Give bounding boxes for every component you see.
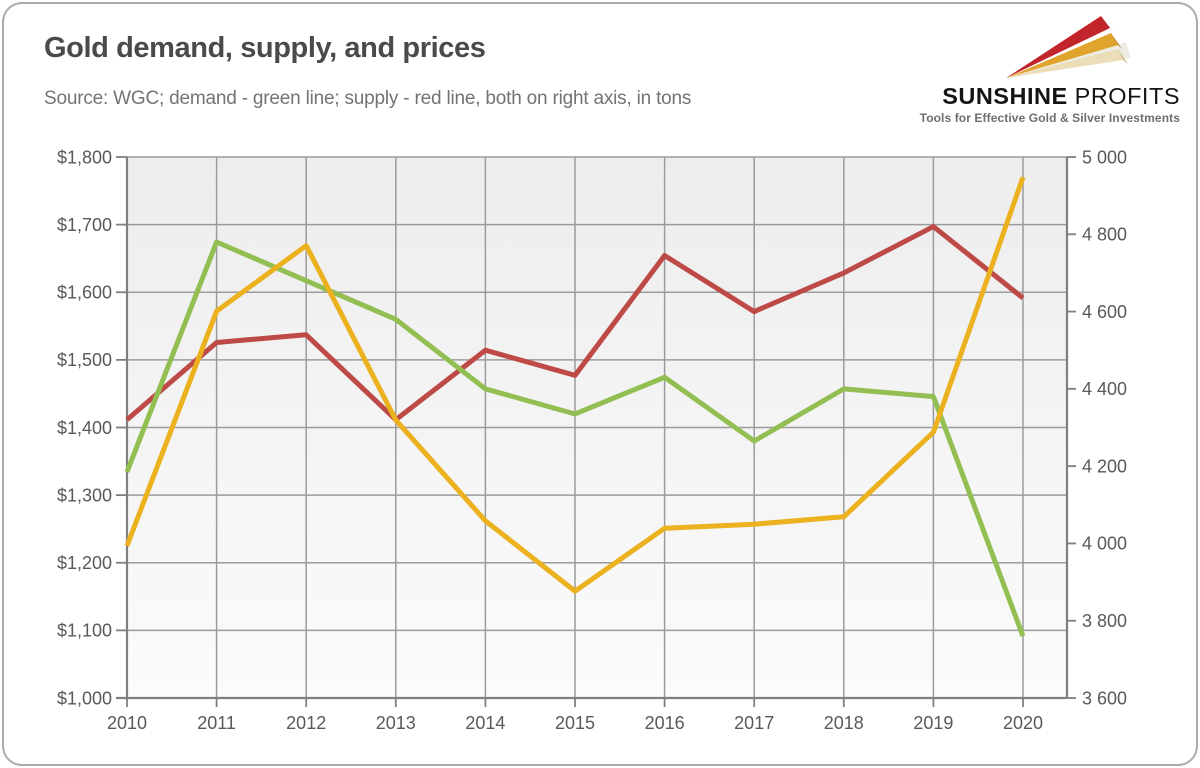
x-axis-label: 2016 [645, 713, 685, 733]
x-axis-label: 2015 [555, 713, 595, 733]
x-axis-label: 2017 [734, 713, 774, 733]
left-axis-label: $1,100 [57, 621, 112, 641]
x-axis-label: 2012 [286, 713, 326, 733]
x-axis-label: 2019 [913, 713, 953, 733]
logo: SUNSHINE PROFITS Tools for Effective Gol… [920, 14, 1180, 125]
x-axis-label: 2010 [107, 713, 147, 733]
left-axis-label: $1,000 [57, 688, 112, 708]
logo-name-profits: PROFITS [1067, 83, 1180, 109]
right-axis-label: 3 800 [1082, 611, 1127, 631]
right-axis-label: 4 400 [1082, 379, 1127, 399]
x-axis-label: 2018 [824, 713, 864, 733]
left-axis-label: $1,500 [57, 350, 112, 370]
right-axis-label: 4 000 [1082, 534, 1127, 554]
left-axis-label: $1,700 [57, 215, 112, 235]
left-axis-label: $1,300 [57, 485, 112, 505]
left-axis-label: $1,400 [57, 418, 112, 438]
x-axis-label: 2020 [1003, 713, 1043, 733]
x-axis-label: 2014 [465, 713, 505, 733]
x-axis-label: 2011 [197, 713, 236, 733]
series-line-supply [125, 224, 1025, 423]
left-axis-label: $1,800 [57, 147, 112, 167]
right-axis-label: 4 200 [1082, 456, 1127, 476]
left-axis-label: $1,200 [57, 553, 112, 573]
right-axis-label: 5 000 [1082, 147, 1127, 167]
series-line-gold-price [124, 176, 1026, 594]
axis-labels: $1,000 $1,100 $1,200 $1,300 $1,400 $1,500 $1,6… [57, 147, 1127, 733]
logo-name: SUNSHINE PROFITS [942, 84, 1180, 109]
left-axis-label: $1,600 [57, 283, 112, 303]
right-axis-label: 4 800 [1082, 225, 1127, 245]
sunshine-arrows-icon [1006, 16, 1131, 78]
logo-name-sunshine: SUNSHINE [942, 83, 1068, 109]
right-axis-label: 4 600 [1082, 302, 1127, 322]
chart-svg: $1,000 $1,100 $1,200 $1,300 $1,400 $1,500 $1,6… [57, 147, 1127, 733]
logo-tagline: Tools for Effective Gold & Silver Invest… [919, 110, 1180, 125]
page-subtitle: Source: WGC; demand - green line; supply… [44, 88, 692, 109]
page-title: Gold demand, supply, and prices [44, 32, 486, 64]
x-axis-label: 2013 [376, 713, 416, 733]
tick-marks [116, 156, 1076, 707]
right-axis-label: 3 600 [1082, 688, 1127, 708]
